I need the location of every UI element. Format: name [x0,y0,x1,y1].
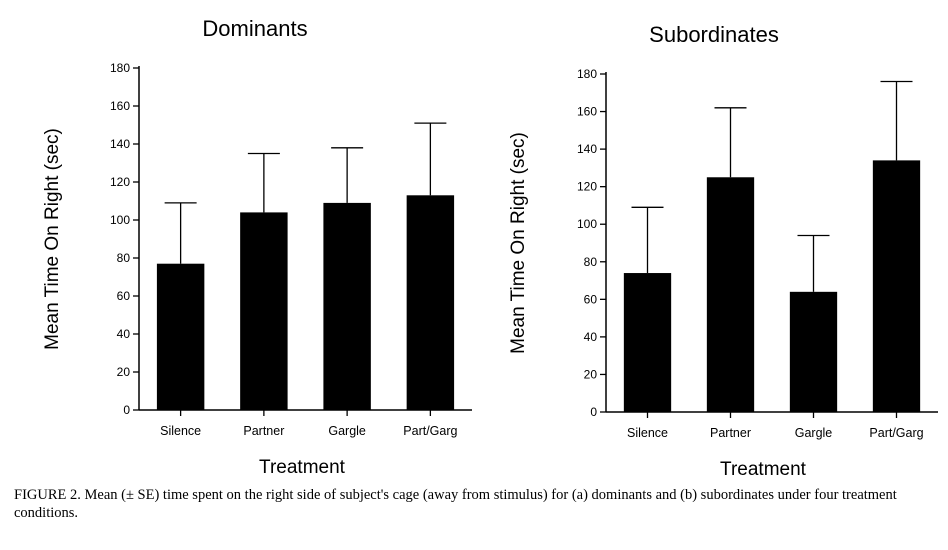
bar [323,202,371,410]
y-tick-label: 160 [577,105,597,119]
chart-panel-1: Dominants Mean Time On Right (sec) Treatme… [42,16,472,478]
x-tick-label: Partner [710,426,751,440]
figure-caption: FIGURE 2. Mean (± SE) time spent on the … [14,487,897,521]
y-tick-label: 0 [590,405,597,419]
chart-title: Dominants [202,16,307,41]
y-tick-label: 60 [584,292,598,306]
y-tick-label: 80 [117,251,131,265]
bar [623,273,672,412]
y-axis-label: Mean Time On Right (sec) [508,132,529,354]
x-tick-label: Part/Garg [403,424,457,438]
y-tick-label: 120 [110,175,130,189]
x-tick-label: Part/Garg [869,426,923,440]
x-tick-label: Partner [243,424,284,438]
x-axis-label: Treatment [720,459,807,478]
y-tick-label: 20 [117,365,131,379]
y-tick-label: 0 [123,403,130,417]
y-tick-label: 100 [110,213,130,227]
y-tick-label: 180 [577,67,597,81]
bar [406,195,455,410]
y-tick-label: 100 [577,217,597,231]
y-tick-label: 140 [577,142,597,156]
chart-panel-2: Subordinates Mean Time On Right (sec) Trea… [508,22,938,478]
y-tick-label: 20 [584,367,598,381]
figure: Dominants Mean Time On Right (sec) Treatme… [42,16,938,478]
y-tick-label: 40 [117,327,131,341]
y-tick-label: 160 [110,99,130,113]
chart-title: Subordinates [649,22,779,47]
y-tick-label: 120 [577,180,597,194]
x-tick-label: Gargle [795,426,833,440]
x-axis-label: Treatment [259,457,346,478]
y-tick-label: 180 [110,61,130,75]
bar [789,291,838,412]
x-tick-label: Silence [160,424,201,438]
x-tick-label: Silence [627,426,668,440]
bar [156,263,205,410]
y-tick-label: 140 [110,137,130,151]
bar [706,177,755,412]
y-tick-label: 60 [117,289,131,303]
y-tick-label: 80 [584,255,598,269]
x-tick-label: Gargle [328,424,366,438]
y-tick-label: 40 [584,330,598,344]
bar [240,212,288,410]
bar [872,160,921,412]
y-axis-label: Mean Time On Right (sec) [42,128,63,350]
